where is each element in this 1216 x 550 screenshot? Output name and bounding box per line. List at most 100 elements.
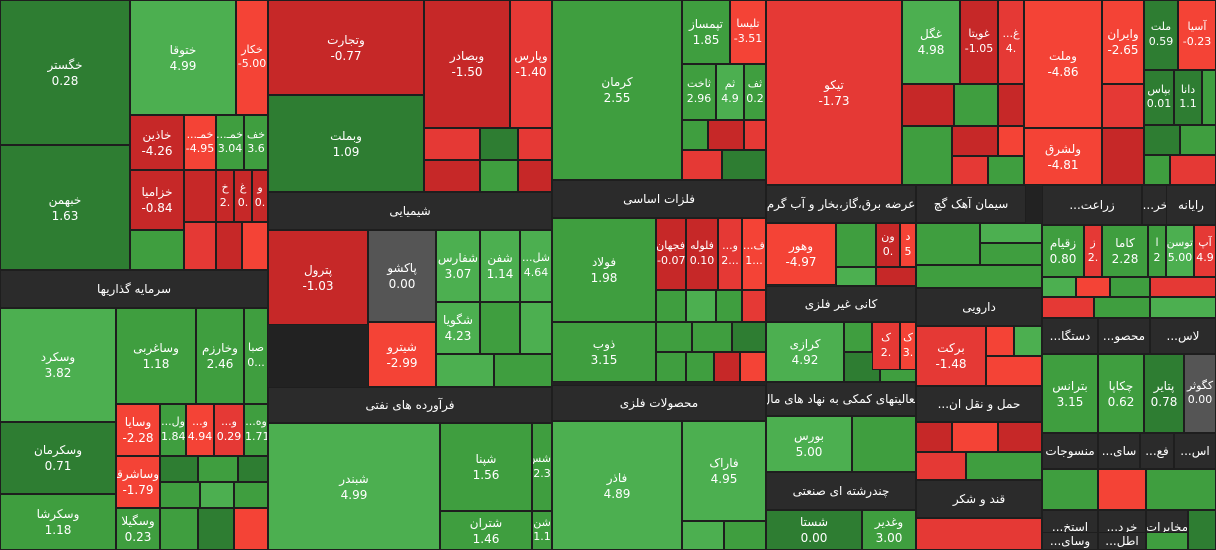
sector-header[interactable]: زراعت...: [1042, 185, 1142, 225]
stock-tile[interactable]: ز 2.: [1084, 225, 1102, 277]
stock-tile[interactable]: ف... 1...: [742, 218, 766, 290]
stock-tile[interactable]: بپاس 0.01: [1144, 70, 1174, 125]
stock-tile[interactable]: وسکرمان 0.71: [0, 422, 116, 494]
stock-tile[interactable]: شفارس 3.07: [436, 230, 480, 302]
sector-header[interactable]: دارویی: [916, 288, 1042, 326]
stock-tile[interactable]: صبا 0...: [244, 308, 268, 404]
stock-tile[interactable]: [1150, 297, 1216, 318]
stock-tile[interactable]: وبصادر -1.50: [424, 0, 510, 128]
stock-tile[interactable]: [708, 120, 744, 150]
stock-tile[interactable]: خ 2.: [216, 170, 234, 222]
stock-tile[interactable]: [724, 521, 766, 550]
stock-tile[interactable]: شبندر 4.99: [268, 423, 440, 550]
stock-tile[interactable]: [998, 422, 1042, 452]
sector-header[interactable]: کانی غیر فلزی: [766, 286, 916, 322]
stock-tile[interactable]: [744, 120, 766, 150]
stock-tile[interactable]: [686, 290, 716, 322]
stock-tile[interactable]: وهور -4.97: [766, 223, 836, 285]
stock-tile[interactable]: پترول -1.03: [268, 230, 368, 325]
stock-tile[interactable]: [130, 230, 184, 270]
stock-tile[interactable]: [954, 84, 998, 126]
stock-tile[interactable]: غویتا -1.05: [960, 0, 998, 84]
sector-header[interactable]: سرمایه گذاریها: [0, 270, 268, 308]
stock-tile[interactable]: غگل 4.98: [902, 0, 960, 84]
stock-tile[interactable]: شیترو -2.99: [368, 322, 436, 387]
stock-tile[interactable]: [1042, 277, 1076, 297]
stock-tile[interactable]: [184, 222, 216, 270]
stock-tile[interactable]: [916, 518, 1042, 550]
sector-header[interactable]: منسوجات: [1042, 433, 1098, 469]
stock-tile[interactable]: [732, 322, 766, 352]
stock-tile[interactable]: [184, 170, 216, 222]
stock-tile[interactable]: ذوب 3.15: [552, 322, 656, 382]
sector-header[interactable]: عرضه برق،گاز،بخار و آب گرم: [766, 185, 916, 223]
stock-tile[interactable]: وساغربی 1.18: [116, 308, 196, 404]
stock-tile[interactable]: [1146, 532, 1188, 550]
stock-tile[interactable]: [1042, 297, 1094, 318]
stock-tile[interactable]: تپمساز 1.85: [682, 0, 730, 64]
stock-tile[interactable]: [952, 422, 998, 452]
stock-tile[interactable]: [238, 456, 268, 482]
stock-tile[interactable]: [1188, 510, 1216, 550]
sector-header[interactable]: حمل و نقل ان...: [916, 386, 1042, 422]
stock-tile[interactable]: [436, 354, 494, 387]
stock-tile[interactable]: خف 3.6: [244, 115, 268, 170]
sector-header[interactable]: فعالیتهای کمکی به نهاد های مال: [766, 382, 916, 416]
stock-tile[interactable]: [836, 267, 876, 286]
stock-tile[interactable]: ک 2.: [872, 322, 900, 370]
stock-tile[interactable]: ختوقا 4.99: [130, 0, 236, 115]
stock-tile[interactable]: [1102, 128, 1144, 185]
stock-tile[interactable]: [686, 352, 714, 382]
stock-tile[interactable]: [1098, 469, 1146, 510]
sector-header[interactable]: وسای...: [1042, 532, 1098, 550]
stock-tile[interactable]: وپارس -1.40: [510, 0, 552, 128]
stock-tile[interactable]: [1110, 277, 1150, 297]
stock-tile[interactable]: [518, 128, 552, 160]
stock-tile[interactable]: شس2.3: [532, 423, 552, 511]
stock-tile[interactable]: ولشرق -4.81: [1024, 128, 1102, 185]
sector-header[interactable]: محصولات فلزی: [552, 385, 766, 421]
stock-tile[interactable]: خکار -5.00: [236, 0, 268, 115]
sector-header[interactable]: محصو...: [1098, 318, 1150, 354]
stock-tile[interactable]: [656, 290, 686, 322]
stock-tile[interactable]: آپ 4.9: [1194, 225, 1216, 277]
stock-tile[interactable]: و 0.: [252, 170, 268, 222]
stock-tile[interactable]: و... 0.29: [214, 404, 244, 456]
stock-tile[interactable]: [966, 452, 1042, 480]
sector-header[interactable]: سیمان آهک گچ: [916, 185, 1026, 223]
stock-tile[interactable]: و... 2...: [718, 218, 742, 290]
stock-tile[interactable]: [988, 156, 1024, 185]
stock-tile[interactable]: [480, 302, 520, 354]
stock-tile[interactable]: [480, 128, 518, 160]
stock-tile[interactable]: شن 1.1: [532, 511, 552, 550]
stock-tile[interactable]: ثاخت 2.96: [682, 64, 716, 120]
stock-tile[interactable]: [198, 456, 238, 482]
stock-tile[interactable]: [986, 326, 1014, 356]
stock-tile[interactable]: خگستر 0.28: [0, 0, 130, 145]
stock-tile[interactable]: [234, 482, 268, 508]
stock-tile[interactable]: کگوثر 0.00: [1184, 354, 1216, 433]
stock-tile[interactable]: ول... 1.84: [160, 404, 186, 456]
stock-tile[interactable]: خمـ... 3.04: [216, 115, 244, 170]
sector-header[interactable]: سای...: [1098, 433, 1140, 469]
stock-tile[interactable]: غ... 4.: [998, 0, 1024, 84]
stock-tile[interactable]: پتایر 0.78: [1144, 354, 1184, 433]
stock-tile[interactable]: [716, 290, 742, 322]
stock-tile[interactable]: وغدیر 3.00: [862, 510, 916, 550]
stock-tile[interactable]: [998, 84, 1024, 126]
stock-tile[interactable]: ثم 4.9: [716, 64, 744, 120]
stock-tile[interactable]: [722, 150, 766, 180]
stock-tile[interactable]: خبهمن 1.63: [0, 145, 130, 270]
stock-tile[interactable]: کاما 2.28: [1102, 225, 1148, 277]
stock-tile[interactable]: شگویا 4.23: [436, 302, 480, 354]
stock-tile[interactable]: [1094, 297, 1150, 318]
stock-tile[interactable]: [1014, 326, 1042, 356]
stock-tile[interactable]: شپنا 1.56: [440, 423, 532, 511]
stock-tile[interactable]: کرمان 2.55: [552, 0, 682, 180]
sector-header[interactable]: چندرشته ای صنعتی: [766, 472, 916, 510]
stock-tile[interactable]: خاذین -4.26: [130, 115, 184, 170]
stock-tile[interactable]: تلیسا -3.51: [730, 0, 766, 64]
stock-tile[interactable]: [742, 290, 766, 322]
stock-tile[interactable]: [876, 267, 916, 286]
